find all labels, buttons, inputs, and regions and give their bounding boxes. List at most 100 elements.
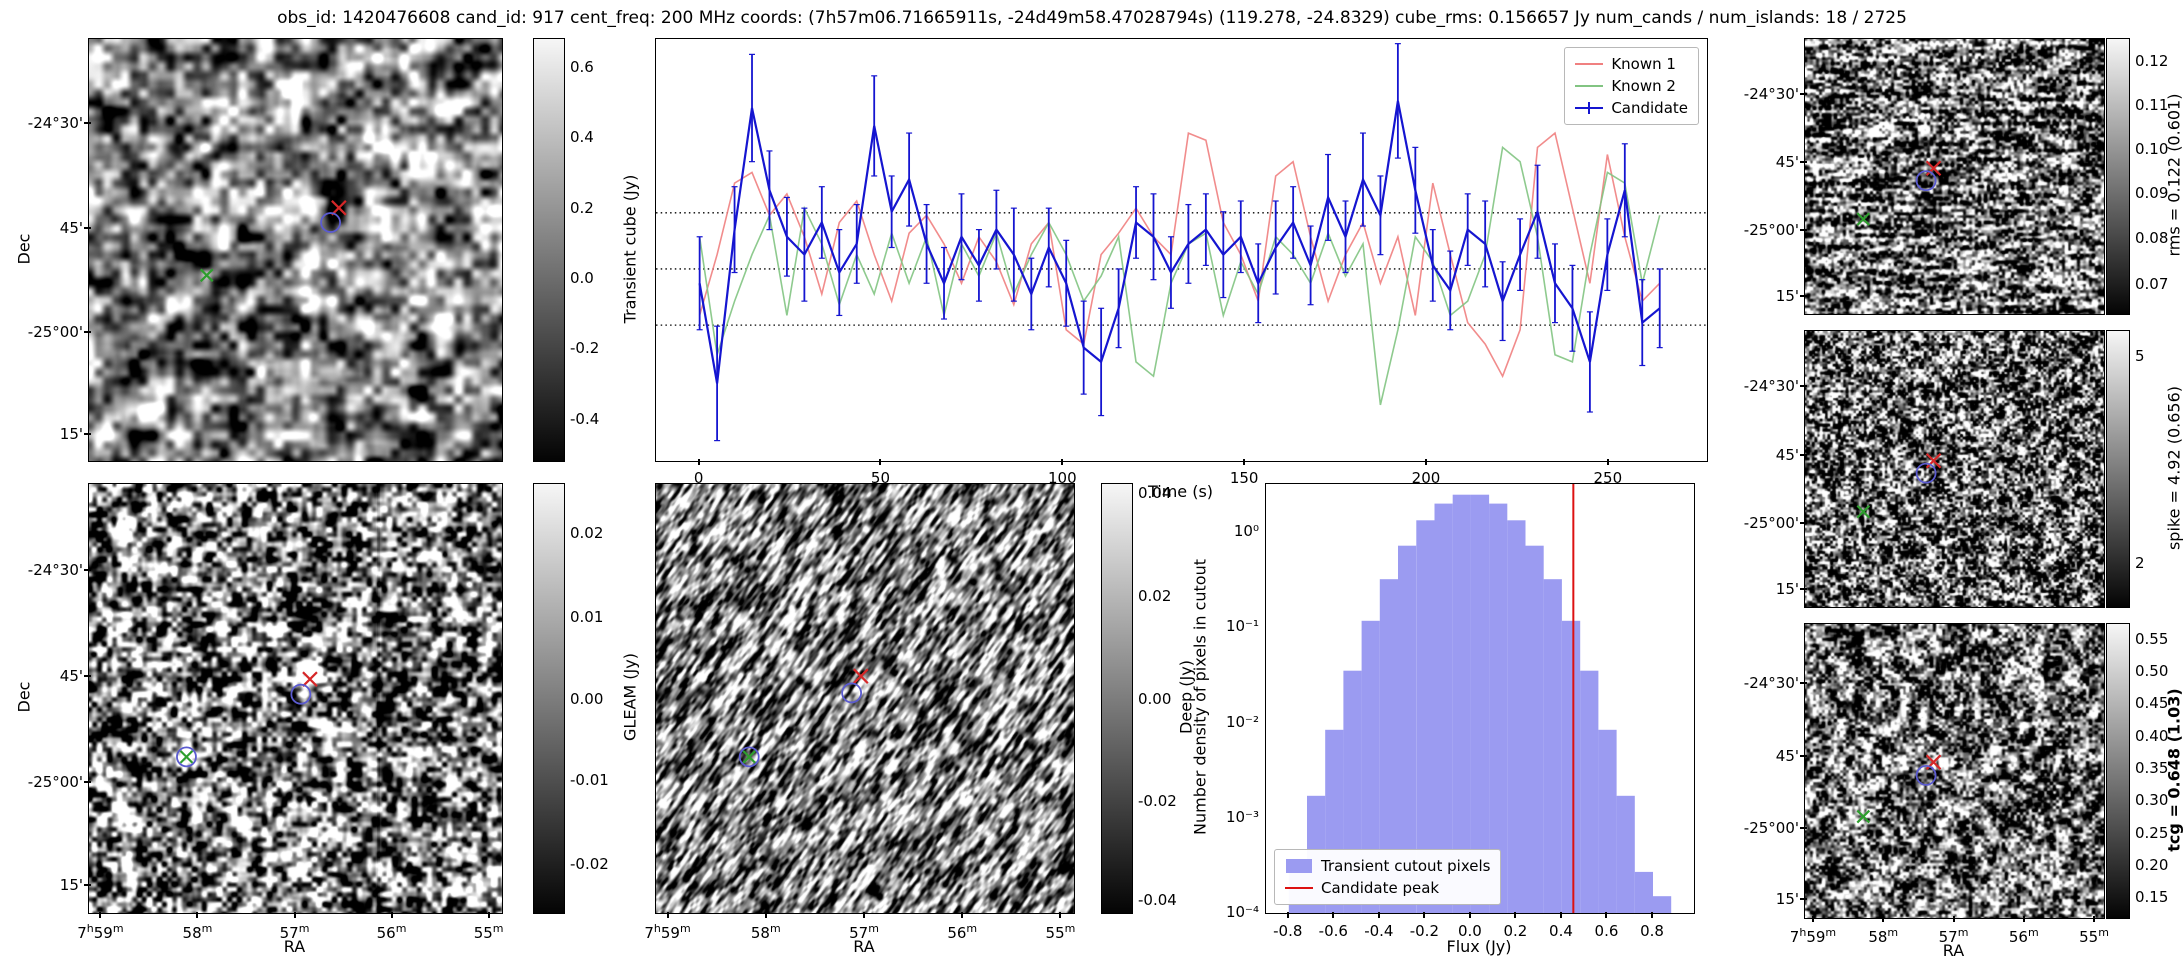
deep-xlabel: RA xyxy=(853,937,875,956)
time-tick-label: 100 xyxy=(1047,469,1077,487)
histogram-bar xyxy=(1416,520,1435,913)
legend-swatch xyxy=(1285,880,1313,896)
dec-tick-label: -25°00' xyxy=(27,773,83,792)
dec-tick-label: 15' xyxy=(1775,889,1799,908)
tick-mark xyxy=(487,912,490,918)
red-x-marker xyxy=(331,200,347,216)
green-x-marker xyxy=(179,750,194,764)
tick-mark xyxy=(863,912,865,918)
red-x-marker xyxy=(1925,452,1942,469)
histogram-xlabel: Flux (Jy) xyxy=(1446,937,1512,956)
colorbar-tick-label: 0.35 xyxy=(2135,759,2169,778)
red-x-marker xyxy=(1925,160,1942,177)
histogram-bar xyxy=(1653,896,1672,913)
histogram-bar xyxy=(1616,795,1635,913)
lightcurve-series xyxy=(698,100,1661,384)
gleam-colorbar-label: GLEAM (Jy) xyxy=(620,653,640,741)
tick-mark xyxy=(2022,916,2025,922)
dec-tick-label: -25°00' xyxy=(27,323,83,342)
dec-tick-label: 45' xyxy=(59,667,83,686)
deep-panel xyxy=(655,483,1075,914)
ra-tick-label: 58m xyxy=(1868,926,1899,946)
ra-tick-label: 57m xyxy=(1938,926,1969,946)
dec-tick-label: -24°30' xyxy=(1743,377,1799,396)
dec-tick-label: 45' xyxy=(1775,445,1799,464)
colorbar-tick-label: 0.10 xyxy=(2135,140,2169,158)
colorbar-tick-label: 0.40 xyxy=(2135,726,2169,745)
dec-tick-label: -25°00' xyxy=(1743,819,1799,838)
lightcurve-legend: Known 1 Known 2 Candidate xyxy=(1564,47,1699,125)
tick-mark xyxy=(84,675,91,678)
candidate-circle-marker xyxy=(176,746,197,768)
ra-tick-label: 58m xyxy=(750,922,781,942)
gleam-panel: -24°30' 45' -25°00' 15' xyxy=(28,483,503,914)
dec-tick-label: 15' xyxy=(1775,287,1799,306)
colorbar-tick-label: 0.45 xyxy=(2135,694,2169,713)
gleam-ra-tick-labels: 7h59m 58m 57m 56m 55m xyxy=(77,912,504,942)
lightcurve-plot xyxy=(656,39,1707,461)
colorbar-tick-label: 0.00 xyxy=(570,689,604,708)
flux-tick-label: -0.6 xyxy=(1318,922,1348,940)
dec-tick-label: -24°30' xyxy=(27,560,83,579)
colorbar-tick-label: 0.01 xyxy=(570,607,604,626)
spike-colorbar-label: spike = 4.92 (0.656) xyxy=(2164,385,2184,551)
spike-panel: -24°30' 45' -25°00' 15' xyxy=(1744,330,2105,608)
flux-tick-label: 0.4 xyxy=(1549,922,1573,940)
tick-mark xyxy=(84,432,91,435)
tick-mark xyxy=(1800,681,1807,684)
legend-entry: Transient cutout pixels xyxy=(1285,855,1490,877)
tick-mark xyxy=(1800,754,1807,757)
histogram-xtick-labels: -0.8 -0.6 -0.4 -0.2 0.0 0.2 0.4 0.6 0.8 xyxy=(1265,912,1693,940)
tick-mark xyxy=(84,781,91,784)
histogram-bar xyxy=(1525,545,1544,913)
tick-mark xyxy=(1059,912,1062,918)
tcg-colorbar-label: tcg = 0.648 (1.03) xyxy=(2164,688,2184,852)
time-tick-label: 50 xyxy=(870,469,891,487)
rms-panel: -24°30' 45' -25°00' 15' xyxy=(1744,38,2105,315)
histogram-bar xyxy=(1470,494,1490,913)
tcg-panel: -24°30' 45' -25°00' 15' xyxy=(1744,623,2105,919)
colorbar-tick-label: 0.55 xyxy=(2135,629,2169,648)
transient-cube-image xyxy=(89,39,502,461)
tick-mark xyxy=(99,912,102,918)
tick-mark xyxy=(1811,916,1814,922)
flux-tick-label: 0.6 xyxy=(1594,922,1619,940)
colorbar-tick-label: 0.0 xyxy=(570,268,594,287)
dec-tick-label: 45' xyxy=(1775,746,1799,765)
dec-tick-label: -25°00' xyxy=(1743,513,1799,532)
colorbar-tick-label: 0.12 xyxy=(2135,52,2169,70)
histogram-bar xyxy=(1489,503,1508,913)
histogram-bar xyxy=(1452,494,1471,913)
legend-swatch xyxy=(1575,100,1604,116)
colorbar-tick-label: -0.04 xyxy=(1138,891,1177,910)
spike-image xyxy=(1805,331,2104,607)
legend-label: Candidate peak xyxy=(1321,879,1440,897)
red-x-marker xyxy=(853,668,869,684)
dec-tick-label: 45' xyxy=(1775,153,1799,172)
ra-tick-label: 58m xyxy=(182,922,213,942)
ra-tick-label: 57m xyxy=(279,922,310,942)
tcg-ra-tick-labels: 7h59m 58m 57m 56m 55m xyxy=(1790,916,2109,946)
colorbar-tick-label: -0.02 xyxy=(570,854,609,873)
tick-mark xyxy=(1800,295,1807,298)
dec-tick-label: -24°30' xyxy=(27,114,83,133)
green-x-marker xyxy=(1856,212,1871,226)
green-x-marker xyxy=(1856,505,1871,519)
ra-tick-label: 7h59m xyxy=(1789,926,1837,946)
tcg-markers xyxy=(1856,754,1942,824)
density-tick-label: 10⁻² xyxy=(1225,712,1259,731)
ra-tick-label: 56m xyxy=(376,922,407,942)
figure-title: obs_id: 1420476608 cand_id: 917 cent_fre… xyxy=(277,8,1907,28)
tcg-xlabel: RA xyxy=(1942,941,1965,960)
lightcurve-series xyxy=(698,145,1661,406)
rms-colorbar: 0.12 0.11 0.10 0.09 0.08 0.07 xyxy=(2106,38,2168,315)
colorbar-tick-label: 0.11 xyxy=(2135,96,2169,114)
tick-mark xyxy=(1800,588,1807,591)
histogram-bar xyxy=(1598,729,1617,913)
tick-mark xyxy=(1952,916,1955,922)
red-x-marker xyxy=(302,671,318,687)
tick-mark xyxy=(666,912,669,918)
candidate-circle-marker xyxy=(290,683,312,705)
colorbar-tick-label: 0.20 xyxy=(2135,856,2169,875)
